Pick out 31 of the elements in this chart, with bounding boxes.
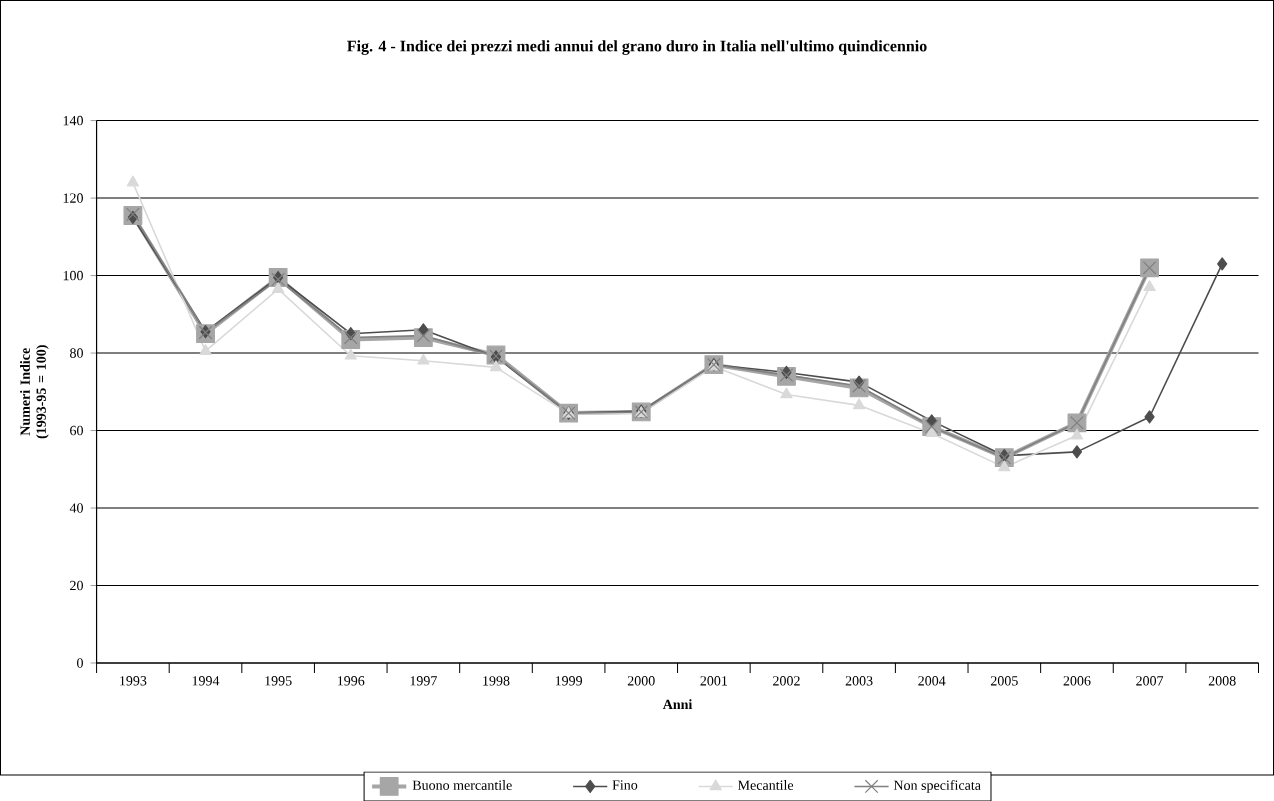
x-tick-label: 1994 — [192, 675, 220, 686]
legend-label: Fino — [612, 780, 638, 790]
legend-label: Non specificata — [893, 779, 981, 793]
chart-title: Fig. 4 - Indice dei prezzi medi annui del grano duro in Italia nell'ultimo quindicennio — [347, 40, 927, 55]
y-tick-label: 140 — [63, 115, 83, 126]
x-tick-label: 2008 — [1208, 675, 1236, 686]
x-tick-label: 2004 — [918, 675, 946, 686]
x-tick-label: 2002 — [773, 675, 800, 686]
y-tick-label: 60 — [70, 425, 83, 436]
x-tick-label: 2006 — [1063, 675, 1091, 686]
x-tick-label: 2001 — [700, 675, 728, 686]
y-tick-label: 100 — [63, 270, 83, 281]
x-tick-label: 2000 — [627, 675, 655, 686]
x-tick-label: 2003 — [845, 675, 873, 686]
x-tick-label: 2007 — [1136, 675, 1164, 686]
y-tick-label: 20 — [70, 580, 83, 591]
y-tick-label: 0 — [77, 658, 83, 668]
y-tick-label: 40 — [69, 503, 83, 513]
legend-label: Buono mercantile — [412, 779, 512, 790]
x-tick-label: 1995 — [265, 675, 292, 686]
x-tick-label: 1993 — [120, 675, 147, 686]
legend-label: Mecantile — [738, 779, 794, 790]
x-tick-label: 1998 — [483, 675, 510, 686]
x-tick-label: 1996 — [337, 675, 365, 686]
x-tick-label: 1999 — [555, 675, 583, 686]
x-tick-label: 2005 — [990, 675, 1018, 686]
y-tick-label: 80 — [70, 348, 83, 358]
x-tick-label: 1997 — [410, 675, 437, 686]
y-tick-label: 120 — [63, 193, 83, 203]
x-axis-title: Anni — [662, 699, 693, 709]
y-axis-title: Numeri Indice (1993-95 = 100) — [20, 345, 49, 439]
